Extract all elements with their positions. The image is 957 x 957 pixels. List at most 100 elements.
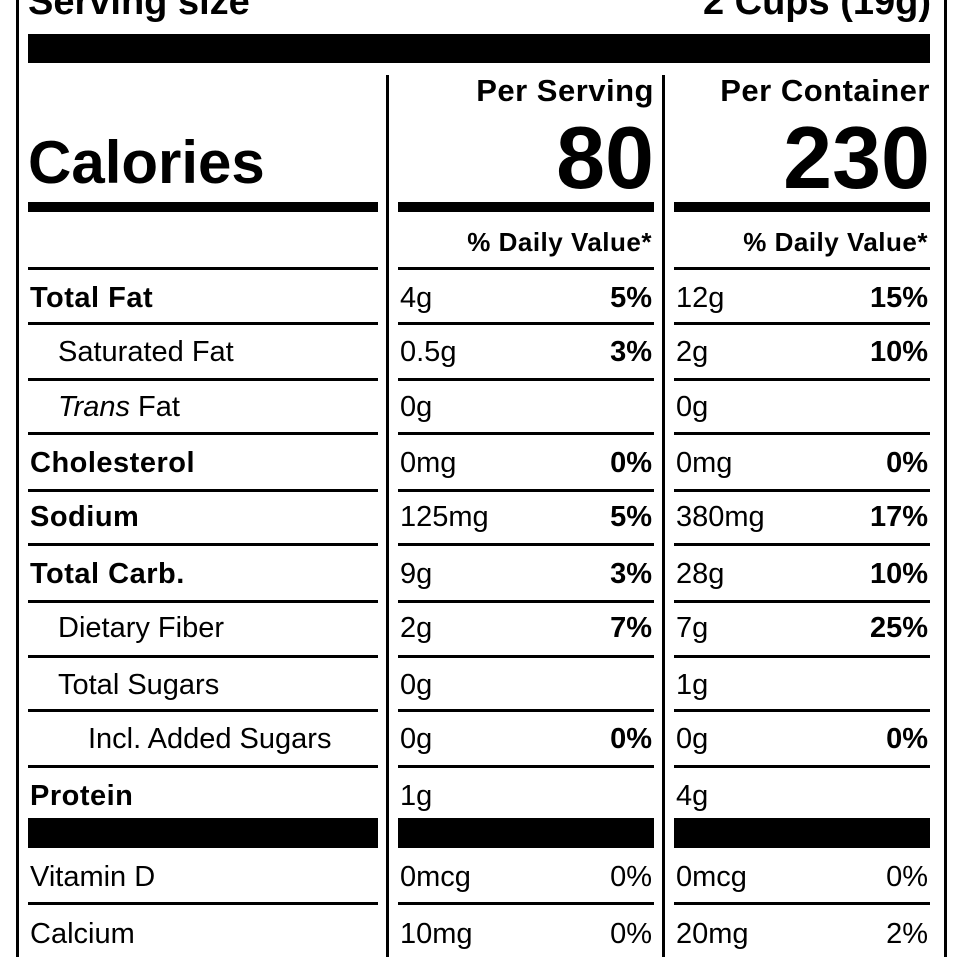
calories-per-serving: 80	[556, 108, 654, 207]
row-separator-1	[398, 543, 654, 546]
container-daily-value: 0%	[886, 447, 928, 479]
row-separator-1	[398, 322, 654, 325]
row-separator-1	[398, 655, 654, 658]
row-separator-1	[398, 709, 654, 712]
nutrient-label: Total Fat	[30, 282, 154, 314]
nutrient-label-italic: Trans	[58, 391, 130, 423]
per-container-header: Per Container	[720, 73, 930, 108]
nutrient-label: Sodium	[30, 501, 140, 533]
row-separator-2	[674, 902, 930, 905]
serving-daily-value: 7%	[610, 612, 652, 644]
serving-daily-value: 5%	[610, 282, 652, 314]
container-daily-value: 0%	[886, 723, 928, 755]
column-divider-2	[662, 75, 665, 957]
nutrient-label: Saturated Fat	[58, 336, 234, 368]
calories-bar-container	[674, 202, 930, 212]
container-daily-value: 2%	[886, 918, 928, 950]
serving-amount: 0g	[400, 669, 433, 701]
serving-amount: 9g	[400, 558, 433, 590]
container-daily-value: 10%	[869, 336, 928, 368]
serving-amount: 0.5g	[400, 336, 457, 368]
row-separator-2	[674, 765, 930, 768]
row-separator-2	[674, 322, 930, 325]
row-separator-0	[28, 267, 378, 270]
nutrient-label: Trans Fat	[58, 390, 180, 424]
serving-daily-value: 3%	[610, 558, 652, 590]
container-daily-value: 0%	[886, 861, 928, 893]
row-separator-1	[398, 818, 654, 848]
row-separator-1	[398, 378, 654, 381]
row-separator-1	[398, 432, 654, 435]
row-separator-0	[28, 322, 378, 325]
container-daily-value: 17%	[869, 501, 928, 533]
container-amount: 0g	[676, 723, 709, 755]
container-amount: 7g	[676, 612, 709, 644]
serving-daily-value: 0%	[610, 861, 652, 893]
container-amount: 0g	[676, 391, 709, 423]
calories-bar-left	[28, 202, 378, 212]
row-separator-0	[28, 432, 378, 435]
row-separator-1	[398, 902, 654, 905]
container-amount: 380mg	[676, 501, 765, 533]
row-separator-2	[674, 709, 930, 712]
daily-value-header-serving: % Daily Value*	[467, 227, 652, 257]
row-separator-0	[28, 818, 378, 848]
calories-label: Calories	[28, 129, 265, 196]
container-daily-value: 10%	[869, 558, 928, 590]
container-amount: 12g	[676, 282, 725, 314]
serving-daily-value: 0%	[610, 723, 652, 755]
row-separator-2	[674, 489, 930, 492]
serving-daily-value: 0%	[610, 918, 652, 950]
nutrient-label: Total Carb.	[30, 558, 185, 590]
row-separator-0	[28, 378, 378, 381]
nutrient-label: Incl. Added Sugars	[88, 723, 332, 755]
serving-amount: 125mg	[400, 501, 489, 533]
container-amount: 1g	[676, 669, 709, 701]
nutrient-label: Dietary Fiber	[58, 612, 224, 644]
serving-size-value: 2 Cups (19g)	[702, 0, 931, 23]
serving-amount: 2g	[400, 612, 433, 644]
nutrient-label: Protein	[30, 780, 134, 812]
container-amount: 4g	[676, 780, 709, 812]
row-separator-1	[398, 489, 654, 492]
serving-amount: 0mg	[400, 447, 457, 479]
nutrient-label: Cholesterol	[30, 447, 196, 479]
row-separator-0	[28, 600, 378, 603]
row-separator-1	[398, 267, 654, 270]
serving-amount: 10mg	[400, 918, 473, 950]
row-separator-0	[28, 543, 378, 546]
row-separator-2	[674, 600, 930, 603]
row-separator-0	[28, 709, 378, 712]
row-separator-2	[674, 267, 930, 270]
serving-divider-bar	[28, 34, 930, 63]
nutrient-label-rest: Fat	[129, 391, 180, 423]
serving-amount: 0g	[400, 391, 433, 423]
row-separator-2	[674, 818, 930, 848]
label-border-right	[944, 0, 947, 957]
nutrient-label: Vitamin D	[30, 861, 156, 893]
container-amount: 20mg	[676, 918, 749, 950]
row-separator-2	[674, 655, 930, 658]
serving-daily-value: 3%	[610, 336, 652, 368]
row-separator-2	[674, 378, 930, 381]
label-border-left	[16, 0, 19, 957]
nutrient-label: Total Sugars	[58, 669, 220, 701]
daily-value-header-container: % Daily Value*	[743, 227, 928, 257]
container-amount: 2g	[676, 336, 709, 368]
row-separator-0	[28, 489, 378, 492]
calories-per-container: 230	[783, 108, 930, 207]
serving-amount: 1g	[400, 780, 433, 812]
container-amount: 0mcg	[676, 861, 747, 893]
row-separator-0	[28, 902, 378, 905]
serving-amount: 4g	[400, 282, 433, 314]
container-daily-value: 25%	[869, 612, 928, 644]
row-separator-1	[398, 600, 654, 603]
column-divider-1	[386, 75, 389, 957]
row-separator-1	[398, 765, 654, 768]
serving-size-label: Serving size	[28, 0, 250, 23]
row-separator-0	[28, 765, 378, 768]
serving-daily-value: 0%	[610, 447, 652, 479]
container-amount: 0mg	[676, 447, 733, 479]
row-separator-0	[28, 655, 378, 658]
serving-amount: 0g	[400, 723, 433, 755]
